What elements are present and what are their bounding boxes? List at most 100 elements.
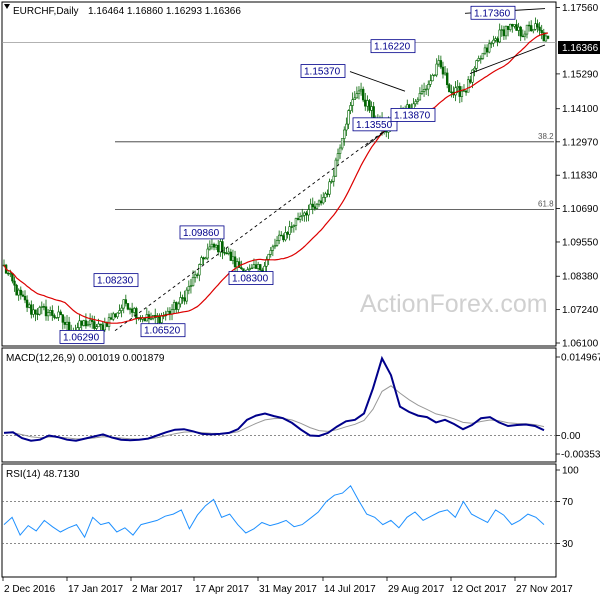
candle-body (91, 319, 94, 322)
candle-body (82, 320, 86, 326)
candle-body (256, 264, 260, 269)
candle-body (42, 306, 46, 308)
price-label-box (228, 271, 274, 285)
candle-body (309, 203, 312, 210)
candle-body (498, 29, 501, 43)
candle-body (454, 87, 457, 96)
candle-body (181, 297, 184, 299)
candle-body (166, 310, 170, 315)
price-label-1-09860: 1.09860 (183, 228, 220, 239)
candle-body (427, 84, 430, 90)
candle-body (168, 310, 172, 315)
candle-body (359, 88, 363, 92)
candle-body (13, 280, 16, 286)
rsi-axis-label: 30 (562, 539, 574, 550)
candle-body (32, 309, 35, 315)
date-axis-label: 17 Apr 2017 (195, 584, 249, 595)
candle-body (290, 226, 293, 228)
candle-body (357, 90, 361, 94)
candle-body (351, 99, 354, 106)
candle-body (86, 323, 90, 327)
header-symbol: EURCHF,Daily (13, 6, 79, 17)
candle-body (448, 84, 451, 93)
date-axis-label: 14 Jul 2017 (324, 584, 376, 595)
candle-body (532, 28, 535, 32)
candle-body (286, 232, 289, 235)
candle-body (25, 299, 29, 308)
price-label-box (179, 225, 225, 240)
candle-body (513, 24, 516, 27)
candle-body (536, 23, 539, 28)
candle-body (477, 58, 480, 61)
candle-body (523, 33, 527, 37)
candle-body (267, 254, 270, 260)
candle-body (208, 246, 212, 250)
candle-body (521, 35, 524, 38)
candle-body (416, 99, 419, 102)
macd-pane (1, 347, 557, 463)
price-label-1-06520: 1.06520 (144, 326, 181, 337)
price-label-1-08230: 1.08230 (97, 276, 134, 287)
candle-body (63, 322, 67, 325)
candle-body (254, 264, 258, 269)
date-axis-label: 12 Oct 2017 (452, 584, 507, 595)
candle-body (160, 315, 163, 323)
candle-body (210, 243, 214, 248)
candle-body (343, 129, 346, 139)
candle-body (305, 212, 308, 216)
price-axis-label: 1.10690 (562, 204, 599, 215)
candle-body (418, 93, 422, 101)
price-label-box (59, 330, 105, 344)
candle-body (191, 277, 195, 287)
macd-line (3, 355, 545, 442)
date-axis-label: 29 Aug 2017 (388, 584, 445, 595)
candle-body (95, 326, 98, 329)
candle-body (93, 321, 96, 329)
wedge-upper-line (349, 71, 406, 92)
candle-body (471, 69, 474, 83)
candle-body (479, 58, 482, 60)
price-label-box (300, 64, 346, 78)
candle-body (7, 272, 10, 275)
price-label-1-17360: 1.17360 (474, 8, 511, 19)
candle-body (109, 317, 113, 320)
candle-body (469, 79, 472, 83)
candle-body (124, 299, 128, 304)
candle-body (229, 251, 233, 261)
candle-body (223, 251, 226, 254)
candle-body (292, 225, 296, 227)
macd-title: MACD(12,26,9) 0.001019 0.001879 (6, 353, 165, 364)
candle-body (485, 47, 489, 53)
candle-body (49, 310, 52, 313)
candle-body (225, 252, 228, 255)
candle-body (370, 106, 373, 111)
candle-body (143, 317, 146, 322)
watermark: ActionForex.com (360, 290, 548, 318)
macd-axis-label: -0.003533 (561, 450, 600, 461)
candle-body (116, 312, 119, 318)
macd-signal-line (3, 385, 545, 440)
candle-body (284, 232, 287, 241)
candle-body (508, 23, 512, 30)
candle-body (296, 218, 300, 220)
candle-body (233, 256, 237, 268)
date-axis-label: 27 Nov 2017 (516, 584, 573, 595)
candle-body (280, 234, 283, 237)
candle-body (273, 245, 277, 248)
candle-body (212, 243, 216, 248)
candle-body (282, 235, 285, 241)
price-axis-label: 1.08380 (562, 272, 599, 283)
rsi-line (3, 485, 545, 539)
candle-body (433, 74, 436, 77)
candle-body (271, 246, 275, 251)
candle-body (275, 240, 279, 246)
rsi-axis-label: 100 (562, 466, 579, 477)
price-label-1-06290: 1.06290 (63, 332, 100, 343)
candle-body (340, 138, 344, 149)
candle-body (183, 297, 186, 302)
candle-body (88, 319, 92, 325)
candle-body (172, 302, 176, 310)
candle-body (238, 261, 241, 268)
date-axis-label: 17 Jan 2017 (68, 584, 123, 595)
candle-body (288, 226, 291, 235)
